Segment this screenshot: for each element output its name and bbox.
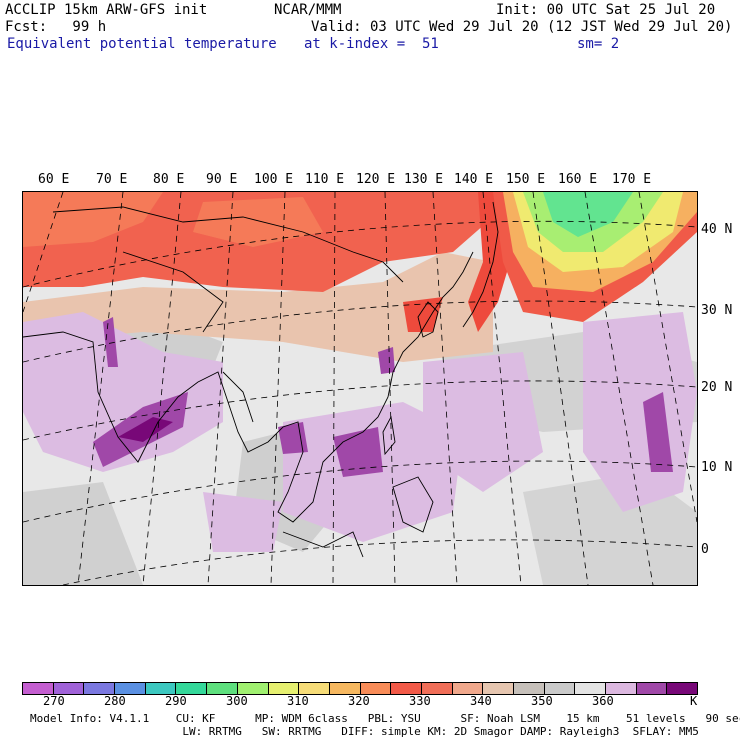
colorbar-swatch xyxy=(360,683,392,694)
lon-label: 120 E xyxy=(356,172,396,187)
colorbar-swatch xyxy=(421,683,453,694)
colorbar-swatch xyxy=(329,683,361,694)
colorbar-swatch xyxy=(84,683,116,694)
colorbar-tick: 330 xyxy=(409,694,431,708)
model-info-line1: Model Info: V4.1.1 CU: KF MP: WDM 6class… xyxy=(30,712,740,725)
colorbar-swatch xyxy=(207,683,238,694)
colorbar-swatch xyxy=(575,683,607,694)
colorbar-tick: 320 xyxy=(348,694,370,708)
lon-label: 80 E xyxy=(153,172,185,187)
lon-label: 130 E xyxy=(404,172,444,187)
lon-label: 100 E xyxy=(254,172,294,187)
colorbar-swatch xyxy=(115,683,146,694)
colorbar-swatch xyxy=(452,683,484,694)
colorbar-swatch xyxy=(667,683,698,694)
lon-label: 90 E xyxy=(206,172,238,187)
colorbar-swatch xyxy=(176,683,208,694)
lat-label: 0 xyxy=(701,542,709,557)
lat-label: 40 N xyxy=(701,222,733,237)
institution-label: NCAR/MMM xyxy=(274,2,342,18)
lon-label: 110 E xyxy=(305,172,345,187)
colorbar-tick: 350 xyxy=(531,694,553,708)
colorbar-swatch xyxy=(606,683,637,694)
lon-label: 160 E xyxy=(558,172,598,187)
field-name: Equivalent potential temperature xyxy=(7,36,277,52)
model-title: ACCLIP 15km ARW-GFS init xyxy=(5,2,208,18)
colorbar-tick: 270 xyxy=(43,694,65,708)
lon-label: 140 E xyxy=(454,172,494,187)
colorbar-tick: 290 xyxy=(165,694,187,708)
theta-e-map xyxy=(22,191,698,586)
valid-time: Valid: 03 UTC Wed 29 Jul 20 (12 JST Wed … xyxy=(311,19,733,35)
smoothing-label: sm= 2 xyxy=(577,36,620,52)
colorbar xyxy=(22,682,698,695)
colorbar-swatch xyxy=(145,683,177,694)
lat-label: 20 N xyxy=(701,380,733,395)
lon-label: 60 E xyxy=(38,172,70,187)
lat-label: 30 N xyxy=(701,303,733,318)
colorbar-swatch xyxy=(514,683,545,694)
colorbar-swatch xyxy=(299,683,330,694)
colorbar-tick: 340 xyxy=(470,694,492,708)
colorbar-swatch xyxy=(483,683,514,694)
colorbar-swatch xyxy=(23,683,54,694)
forecast-hour: Fcst: 99 h xyxy=(5,19,107,35)
lon-label: 150 E xyxy=(506,172,546,187)
model-info-line2: LW: RRTMG SW: RRTMG DIFF: simple KM: 2D … xyxy=(30,725,699,738)
lon-label: 170 E xyxy=(612,172,652,187)
lat-label: 10 N xyxy=(701,460,733,475)
colorbar-tick: 280 xyxy=(104,694,126,708)
init-time: Init: 00 UTC Sat 25 Jul 20 xyxy=(496,2,716,18)
colorbar-unit: K xyxy=(690,694,698,708)
level-index: at k-index = 51 xyxy=(304,36,439,52)
colorbar-swatch xyxy=(53,683,85,694)
colorbar-tick: 300 xyxy=(226,694,248,708)
map-field-graphic xyxy=(23,192,697,585)
colorbar-swatch xyxy=(544,683,576,694)
colorbar-swatch xyxy=(268,683,300,694)
colorbar-swatch xyxy=(636,683,668,694)
colorbar-swatch xyxy=(391,683,422,694)
colorbar-tick: 360 xyxy=(592,694,614,708)
lon-label: 70 E xyxy=(96,172,128,187)
colorbar-tick: 310 xyxy=(287,694,309,708)
colorbar-swatch xyxy=(237,683,269,694)
